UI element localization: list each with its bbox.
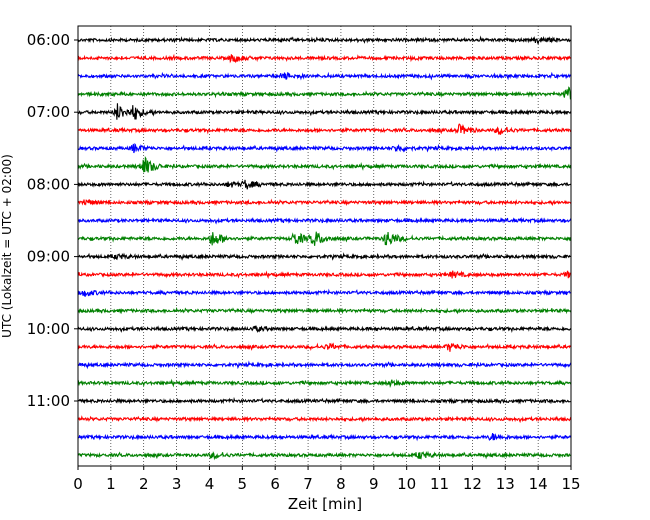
x-axis: 0 1 2 3 4 5 6 7 8 9 10 11 12 13 14 15 xyxy=(73,466,581,493)
trace-line xyxy=(77,123,572,135)
trace-line xyxy=(77,396,572,405)
x-tick-label: 6 xyxy=(270,475,280,493)
trace-line xyxy=(77,231,572,246)
grid-layer xyxy=(110,26,539,466)
trace-line xyxy=(77,360,572,370)
x-tick-label: 8 xyxy=(336,475,346,493)
trace-line xyxy=(77,270,572,280)
x-tick-label: 15 xyxy=(561,475,580,493)
trace-line xyxy=(77,103,572,120)
y-tick-label: 06:00 xyxy=(27,31,70,49)
trace-line xyxy=(77,71,572,81)
trace-line xyxy=(77,306,572,315)
trace-line xyxy=(77,142,572,154)
y-tick-label: 11:00 xyxy=(27,392,70,410)
x-tick-label: 1 xyxy=(106,475,116,493)
trace-line xyxy=(77,432,572,442)
trace-line xyxy=(77,86,572,100)
y-axis-label: UTC (Lokalzeit = UTC + 02:00) xyxy=(0,154,14,338)
trace-line xyxy=(77,325,572,334)
x-tick-label: 0 xyxy=(73,475,83,493)
trace-line xyxy=(77,450,572,461)
trace-layer xyxy=(77,35,572,461)
trace-line xyxy=(77,216,572,225)
x-tick-label: 10 xyxy=(397,475,416,493)
trace-line xyxy=(77,35,572,46)
x-tick-label: 12 xyxy=(463,475,482,493)
x-tick-label: 5 xyxy=(238,475,248,493)
trace-line xyxy=(77,415,572,424)
trace-line xyxy=(77,378,572,388)
trace-line xyxy=(77,342,572,352)
x-tick-label: 3 xyxy=(172,475,182,493)
trace-line xyxy=(77,53,572,64)
x-tick-label: 7 xyxy=(303,475,313,493)
x-tick-label: 11 xyxy=(430,475,449,493)
x-tick-label: 14 xyxy=(529,475,548,493)
y-tick-label: 09:00 xyxy=(27,248,70,266)
y-axis: 06:00 07:00 08:00 09:00 10:00 11:00 xyxy=(27,31,78,410)
x-tick-label: 2 xyxy=(139,475,149,493)
x-tick-label: 9 xyxy=(369,475,379,493)
x-tick-label: 13 xyxy=(496,475,515,493)
y-tick-label: 07:00 xyxy=(27,103,70,121)
plot-frame xyxy=(77,25,572,467)
x-axis-label: Zeit [min] xyxy=(288,495,362,513)
trace-line xyxy=(77,156,572,173)
trace-line xyxy=(77,288,572,297)
trace-line xyxy=(77,252,572,261)
trace-line xyxy=(77,179,572,190)
y-tick-label: 10:00 xyxy=(27,320,70,338)
x-tick-label: 4 xyxy=(205,475,215,493)
trace-line xyxy=(77,198,572,207)
y-tick-label: 08:00 xyxy=(27,175,70,193)
